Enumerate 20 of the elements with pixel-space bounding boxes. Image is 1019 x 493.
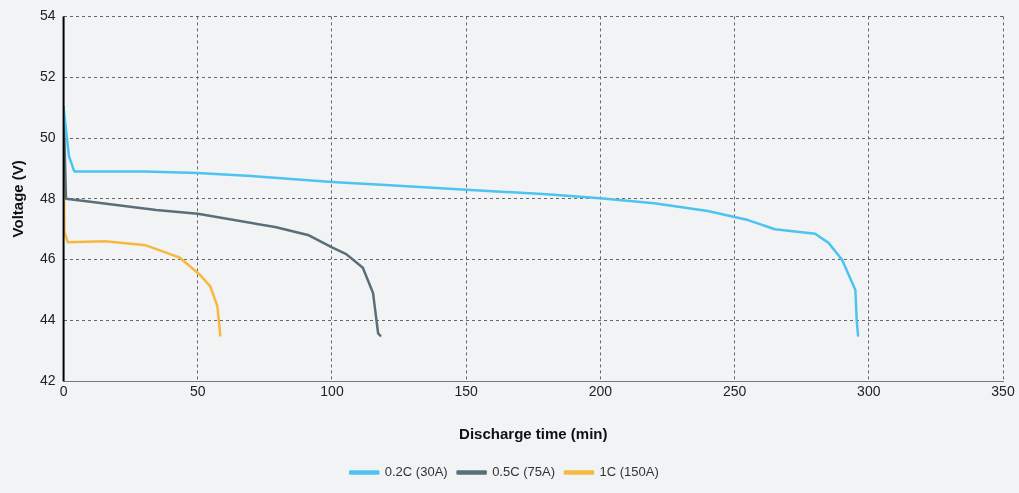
y-tick-label: 46 — [39, 250, 56, 267]
y-tick-label: 50 — [39, 128, 56, 145]
x-axis-title: Discharge time (min) — [459, 425, 608, 443]
y-tick-label: 42 — [39, 372, 56, 389]
x-tick-label: 50 — [189, 383, 206, 400]
y-tick-label: 44 — [39, 311, 56, 328]
y-tick-label: 52 — [39, 68, 56, 85]
x-tick-label: 150 — [454, 383, 479, 400]
legend-label: 0.2C (30A) — [384, 464, 448, 480]
y-tick-label: 48 — [39, 189, 56, 206]
x-tick-label: 200 — [588, 383, 613, 400]
x-tick-label: 250 — [722, 383, 747, 400]
legend-label: 0.5C (75A) — [492, 464, 555, 480]
x-tick-label: 350 — [991, 383, 1015, 400]
legend-label: 1C (150A) — [599, 464, 659, 480]
y-axis-title: Voltage (V) — [9, 160, 27, 238]
x-tick-label: 100 — [320, 383, 344, 400]
x-tick-label: 300 — [857, 383, 881, 400]
x-tick-label: 0 — [59, 383, 68, 400]
y-tick-label: 54 — [39, 7, 56, 24]
